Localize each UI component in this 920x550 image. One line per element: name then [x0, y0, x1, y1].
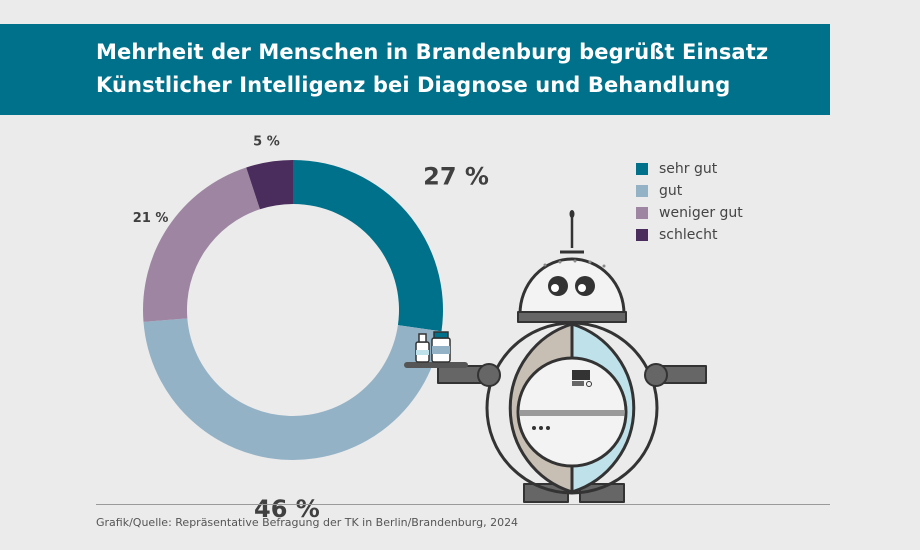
- donut-slice-schlecht: [246, 160, 293, 210]
- legend-label: sehr gut: [659, 161, 718, 177]
- value-labels: 27 % 46 % 21 % 5 %: [133, 135, 489, 523]
- title-banner: Mehrheit der Menschen in Brandenburg beg…: [0, 24, 830, 115]
- footer-divider: [96, 504, 830, 505]
- legend-swatch: [636, 229, 648, 241]
- legend: sehr gut gut weniger gut schlecht: [636, 158, 743, 246]
- legend-label: weniger gut: [659, 205, 743, 221]
- donut-slice-gut: [143, 318, 442, 460]
- source-note: Grafik/Quelle: Repräsentative Befragung …: [96, 516, 519, 529]
- value-label-weniger-gut: 21 %: [133, 211, 169, 226]
- value-label-sehr-gut: 27 %: [423, 162, 489, 190]
- legend-item-gut: gut: [636, 180, 743, 202]
- chart-title-line-2: Künstlicher Intelligenz bei Diagnose und…: [96, 73, 731, 97]
- value-label-gut: 46 %: [254, 495, 320, 523]
- legend-item-schlecht: schlecht: [636, 224, 743, 246]
- legend-label: gut: [659, 183, 683, 199]
- donut-slice-sehr-gut: [293, 160, 443, 332]
- legend-swatch: [636, 163, 648, 175]
- legend-item-sehr-gut: sehr gut: [636, 158, 743, 180]
- donut-slice-weniger-gut: [143, 167, 260, 322]
- robot-nurse-illustration: [404, 210, 707, 503]
- legend-label: schlecht: [659, 227, 718, 243]
- legend-swatch: [636, 207, 648, 219]
- legend-item-weniger-gut: weniger gut: [636, 202, 743, 224]
- legend-swatch: [636, 185, 648, 197]
- robot-face: [532, 259, 606, 430]
- chart-title-line-1: Mehrheit der Menschen in Brandenburg beg…: [96, 40, 769, 64]
- value-label-schlecht: 5 %: [253, 135, 280, 150]
- medicine-bottles-icon: [415, 331, 451, 363]
- donut-ring: [143, 160, 443, 460]
